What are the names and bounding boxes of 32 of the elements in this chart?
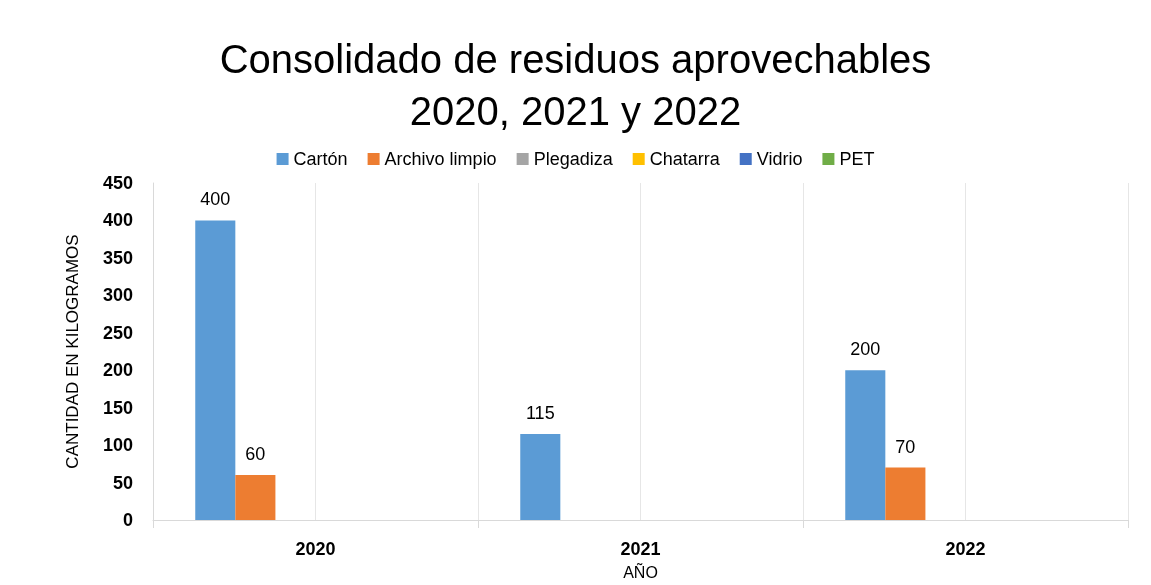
y-tick-label: 450 — [102, 173, 133, 193]
legend-label: Chatarra — [649, 149, 721, 169]
data-label: 60 — [245, 444, 266, 465]
data-label: 200 — [850, 339, 881, 360]
x-axis-title: AÑO — [623, 561, 658, 581]
data-label: 115 — [525, 402, 555, 423]
y-tick-label: 350 — [102, 247, 133, 268]
data-label: 400 — [200, 189, 231, 210]
x-tick-label: 2020 — [295, 539, 336, 559]
legend-label: Plegadiza — [533, 149, 614, 169]
y-tick-label: 150 — [102, 397, 133, 418]
y-tick-label: 300 — [102, 285, 133, 306]
bar — [235, 475, 276, 520]
y-tick-label: 0 — [122, 510, 133, 530]
bar — [195, 220, 236, 520]
y-axis-title: CANTIDAD EN KILOGRAMOS — [63, 234, 82, 469]
y-tick-label: 200 — [102, 360, 133, 381]
y-tick-label: 400 — [102, 210, 133, 231]
x-tick-label: 2021 — [620, 539, 661, 559]
legend-label: Vidrio — [756, 149, 803, 169]
legend-label: PET — [839, 149, 875, 169]
y-tick-label: 250 — [102, 322, 133, 343]
x-tick-label: 2022 — [945, 539, 986, 559]
bar — [885, 467, 926, 520]
y-tick-label: 100 — [102, 435, 133, 456]
bar — [520, 433, 561, 520]
chart-title: Consolidado de residuos aprovechables 2020, 2021 y 2022 — [219, 37, 932, 133]
legend-label: Cartón — [293, 149, 348, 169]
data-label: 70 — [895, 436, 916, 457]
bar — [845, 370, 886, 520]
y-tick-label: 50 — [112, 472, 133, 493]
legend-label: Archivo limpio — [384, 149, 497, 169]
